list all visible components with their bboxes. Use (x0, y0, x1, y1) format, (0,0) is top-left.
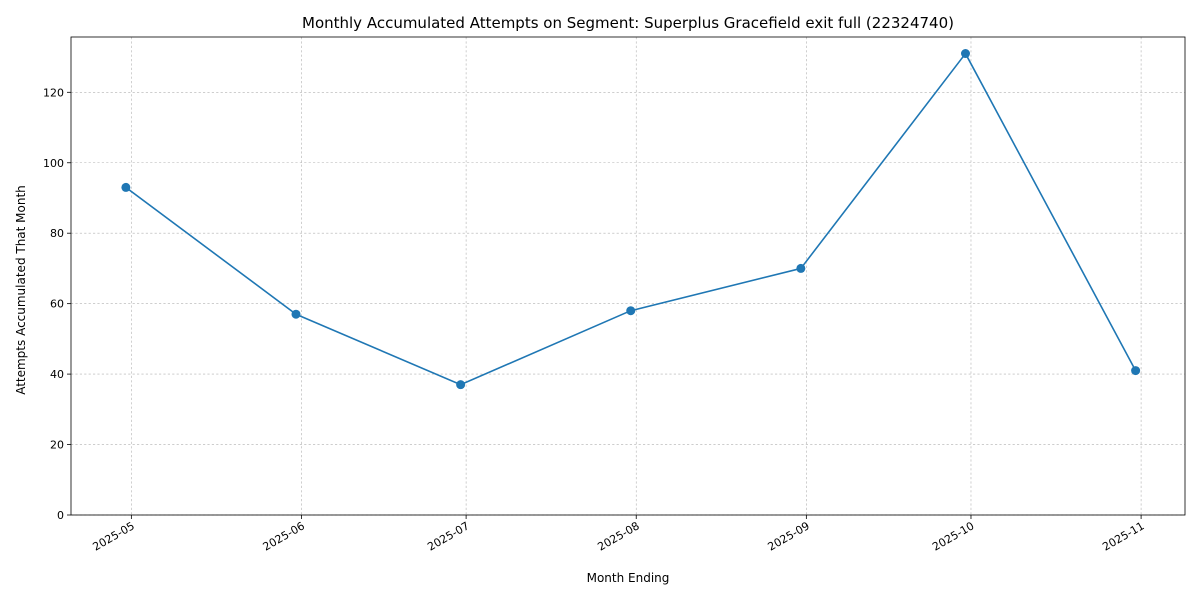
y-tick-label: 100 (43, 157, 64, 170)
y-tick-label: 60 (50, 298, 64, 311)
data-point (796, 263, 806, 273)
series (121, 49, 1141, 390)
plot-frame (70, 36, 1186, 516)
data-point (626, 306, 636, 316)
data-point (1131, 366, 1141, 376)
data-point (456, 380, 466, 390)
y-tick-label: 80 (50, 227, 64, 240)
axes (70, 36, 1186, 516)
y-tick-label: 40 (50, 368, 64, 381)
y-tick-label: 0 (57, 509, 64, 522)
y-axis-label: Attempts Accumulated That Month (14, 185, 28, 395)
y-tick-label: 120 (43, 86, 64, 99)
chart-title: Monthly Accumulated Attempts on Segment:… (302, 14, 954, 32)
x-axis-label: Month Ending (587, 571, 670, 585)
y-tick-label: 20 (50, 439, 64, 452)
data-point (121, 182, 131, 192)
data-point (291, 309, 301, 319)
data-point (960, 49, 970, 59)
